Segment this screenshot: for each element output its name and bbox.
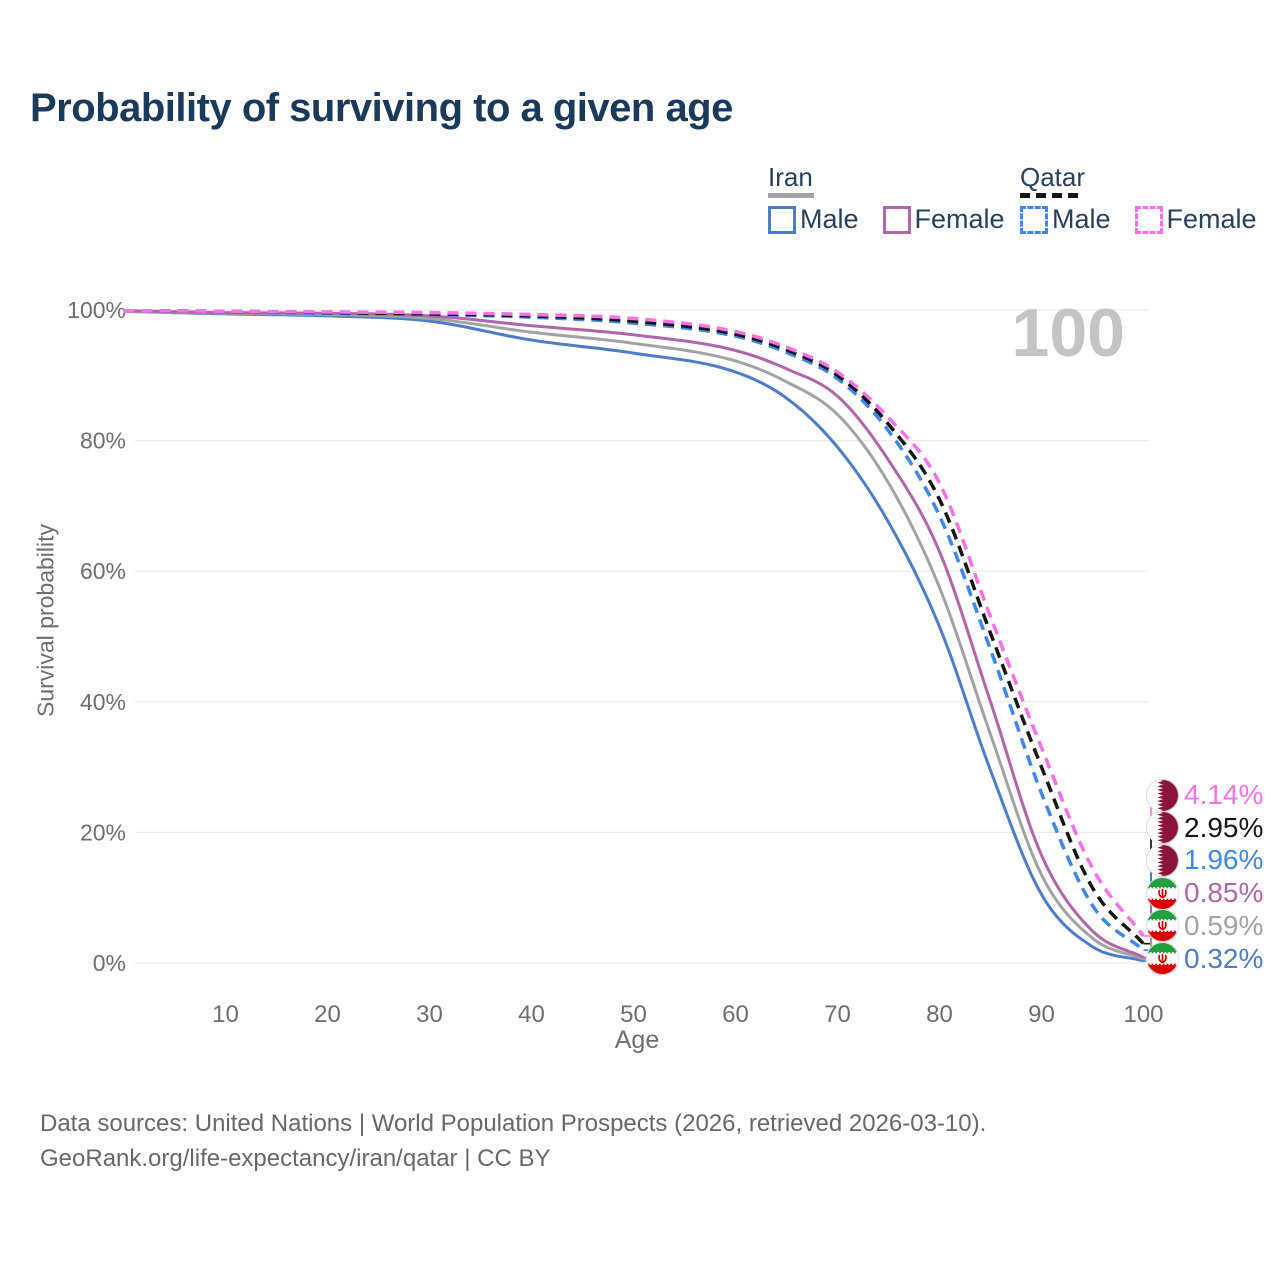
end-label-iran-female: 0.85% xyxy=(1146,876,1263,910)
legend-item-iran-male[interactable]: Male xyxy=(768,204,859,235)
attribution-line: GeoRank.org/life-expectancy/iran/qatar |… xyxy=(40,1145,551,1172)
x-axis-title: Age xyxy=(614,1026,660,1054)
end-label-value: 1.96% xyxy=(1184,844,1264,876)
legend-group-line-swatch xyxy=(768,193,814,198)
y-tick-label: 100% xyxy=(67,297,126,323)
end-label-qatar-female: 4.14% xyxy=(1146,778,1263,812)
legend-item-qatar-female[interactable]: Female xyxy=(1134,204,1257,235)
x-tick-label: 100 xyxy=(1123,1001,1163,1028)
y-axis-title: Survival probability xyxy=(32,523,59,718)
qatar-flag-icon xyxy=(1146,811,1179,845)
qatar-flag-icon xyxy=(1146,778,1179,812)
age-counter-watermark: 100 xyxy=(1011,295,1125,371)
x-tick-label: 40 xyxy=(518,1001,545,1028)
legend-swatch-box xyxy=(882,205,911,234)
end-label-value: 0.32% xyxy=(1184,942,1264,974)
x-tick-label: 50 xyxy=(620,1001,647,1028)
end-label-qatar-male: 1.96% xyxy=(1146,843,1263,877)
legend-group-iran: Iran Male Female xyxy=(768,163,1005,235)
series-line-qatar-female[interactable] xyxy=(123,308,1145,938)
y-tick-label: 60% xyxy=(80,558,126,584)
y-tick-label: 20% xyxy=(80,819,126,845)
y-tick-label: 40% xyxy=(80,689,126,715)
end-label-iran-all: 0.59% xyxy=(1146,909,1263,943)
legend-item-label: Female xyxy=(1166,204,1257,234)
y-tick-label: 80% xyxy=(80,428,126,454)
end-label-value: 0.85% xyxy=(1184,877,1264,909)
legend-swatch-box xyxy=(1134,205,1163,234)
x-tick-label: 10 xyxy=(212,1001,239,1028)
legend-items: Male Female xyxy=(1020,204,1257,235)
end-label-iran-male: 0.32% xyxy=(1146,942,1263,976)
legend-item-qatar-male[interactable]: Male xyxy=(1020,204,1111,235)
legend-group-title: Iran xyxy=(768,162,813,192)
x-tick-label: 90 xyxy=(1028,1001,1055,1028)
iran-flag-icon xyxy=(1146,876,1179,910)
end-label-value: 4.14% xyxy=(1184,779,1264,810)
legend-items: Male Female xyxy=(768,204,1005,235)
legend-swatch-box xyxy=(768,205,796,234)
footer: Data sources: United Nations | World Pop… xyxy=(40,1106,986,1176)
legend-item-label: Female xyxy=(914,204,1005,234)
page-title: Probability of surviving to a given age xyxy=(30,86,733,130)
x-tick-label: 30 xyxy=(416,1001,443,1028)
end-label-value: 2.95% xyxy=(1184,811,1264,843)
qatar-flag-icon xyxy=(1146,843,1179,877)
legend-group-line-swatch xyxy=(1020,193,1078,198)
series-line-qatar-all[interactable] xyxy=(123,308,1145,945)
iran-flag-icon xyxy=(1146,909,1179,943)
legend-group-qatar: Qatar Male Female xyxy=(1020,163,1257,235)
x-tick-label: 60 xyxy=(722,1001,749,1028)
legend-item-label: Male xyxy=(800,204,859,234)
legend-swatch-box xyxy=(1020,205,1048,234)
data-sources-line: Data sources: United Nations | World Pop… xyxy=(40,1110,987,1137)
x-tick-label: 20 xyxy=(314,1001,341,1028)
x-tick-label: 70 xyxy=(824,1001,851,1028)
iran-flag-icon xyxy=(1146,942,1179,975)
end-label-qatar-all: 2.95% xyxy=(1146,811,1263,845)
legend-item-iran-female[interactable]: Female xyxy=(882,204,1005,235)
y-tick-label: 0% xyxy=(93,950,126,976)
x-tick-label: 80 xyxy=(926,1001,953,1028)
legend-group-title: Qatar xyxy=(1020,162,1086,192)
end-label-value: 0.59% xyxy=(1184,909,1264,941)
legend-item-label: Male xyxy=(1052,204,1111,234)
